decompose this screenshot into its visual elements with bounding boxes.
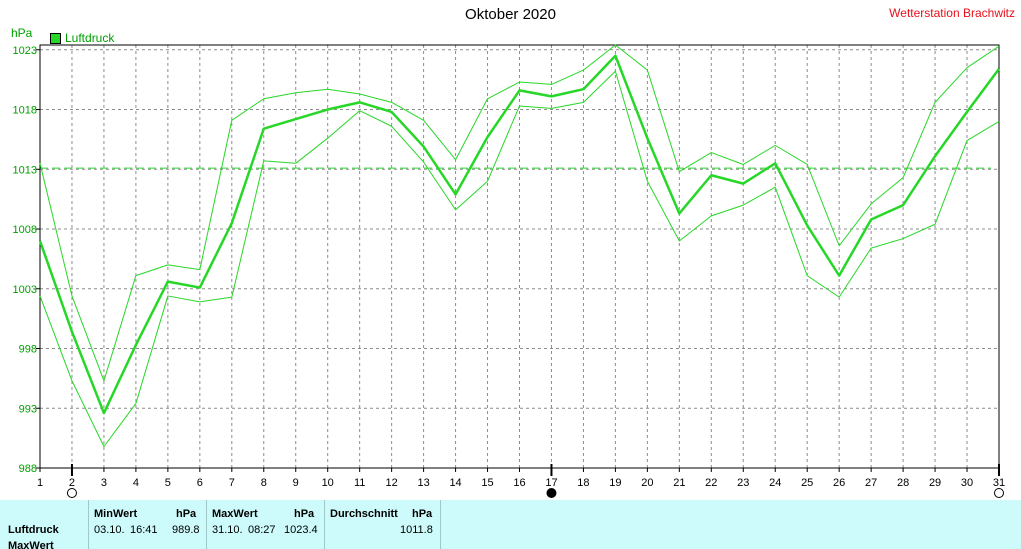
x-tick-label: 22 (705, 477, 717, 489)
x-tick-label: 10 (322, 477, 334, 489)
legend-swatch (50, 32, 61, 44)
min-unit: hPa (176, 508, 197, 520)
x-tick-label: 5 (165, 477, 171, 489)
x-tick-label: 3 (101, 477, 107, 489)
series-line-min (39, 70, 1000, 447)
y-tick-label: 1008 (13, 224, 37, 236)
stats-max-column: MaxWert hPa 31.10. 08:27 1023.4 (206, 500, 325, 549)
row-label-maxwert: MaxWert (8, 540, 54, 549)
x-tick-label: 19 (609, 477, 621, 489)
y-tick-label: 998 (19, 344, 37, 356)
x-tick-label: 14 (449, 477, 461, 489)
x-tick-label: 20 (641, 477, 653, 489)
average-unit: hPa (412, 508, 433, 520)
y-tick-label: 1003 (13, 284, 37, 296)
x-tick-label: 16 (513, 477, 525, 489)
average-value: 1011.8 (400, 524, 433, 536)
x-tick-label: 26 (833, 477, 845, 489)
x-tick-label: 6 (197, 477, 203, 489)
x-tick-label: 15 (481, 477, 493, 489)
x-tick-label: 31 (993, 477, 1005, 489)
max-time: 08:27 (248, 524, 276, 536)
min-date: 03.10. (94, 524, 125, 536)
x-tick-label: 11 (354, 477, 365, 489)
x-tick-label: 4 (133, 477, 139, 489)
series-line-average (38, 54, 1001, 415)
x-tick-label: 2 (69, 477, 75, 489)
x-tick-label: 18 (577, 477, 589, 489)
max-date: 31.10. (212, 524, 243, 536)
y-tick-label: 1023 (13, 45, 37, 57)
x-tick-label: 9 (293, 477, 299, 489)
stats-label-column (0, 500, 89, 549)
min-time: 16:41 (130, 524, 158, 536)
x-tick-label: 1 (37, 477, 43, 489)
y-tick-label: 993 (19, 403, 37, 415)
row-label-luftdruck: Luftdruck (8, 524, 59, 536)
marker-filled-circle (546, 488, 557, 498)
legend-label: Luftdruck (65, 31, 115, 45)
legend: Luftdruck (50, 31, 114, 45)
stats-min-column: MinWert hPa 03.10. 16:41 989.8 (88, 500, 207, 549)
average-header: Durchschnitt (330, 508, 398, 520)
y-tick-label: 1018 (13, 105, 37, 117)
stats-average-column: Durchschnitt hPa 1011.8 (324, 500, 441, 549)
x-tick-label: 23 (737, 477, 749, 489)
x-tick-label: 13 (417, 477, 429, 489)
y-axis-unit: hPa (11, 26, 33, 40)
station-name: Wetterstation Brachwitz (889, 6, 1015, 20)
max-unit: hPa (294, 508, 315, 520)
x-tick-label: 24 (769, 477, 781, 489)
x-tick-label: 12 (386, 477, 398, 489)
x-tick-label: 28 (897, 477, 909, 489)
min-value: 989.8 (172, 524, 200, 536)
x-tick-label: 30 (961, 477, 973, 489)
x-tick-label: 8 (261, 477, 267, 489)
x-tick-label: 7 (229, 477, 235, 489)
x-tick-label: 21 (673, 477, 685, 489)
x-tick-label: 25 (801, 477, 813, 489)
max-value: 1023.4 (284, 524, 318, 536)
min-header: MinWert (94, 508, 138, 520)
chart-title: Oktober 2020 (465, 6, 556, 23)
y-tick-label: 988 (19, 463, 37, 475)
x-tick-label: 17 (545, 477, 557, 489)
series-line-max (39, 44, 1000, 382)
marker-min (66, 488, 77, 498)
max-header: MaxWert (212, 508, 258, 520)
y-tick-label: 1013 (13, 164, 37, 176)
marker-max (994, 488, 1004, 498)
stats-panel: Luftdruck MaxWert MinWert hPa 03.10. 16:… (0, 500, 1021, 549)
x-tick-label: 27 (865, 477, 877, 489)
x-tick-label: 29 (929, 477, 941, 489)
